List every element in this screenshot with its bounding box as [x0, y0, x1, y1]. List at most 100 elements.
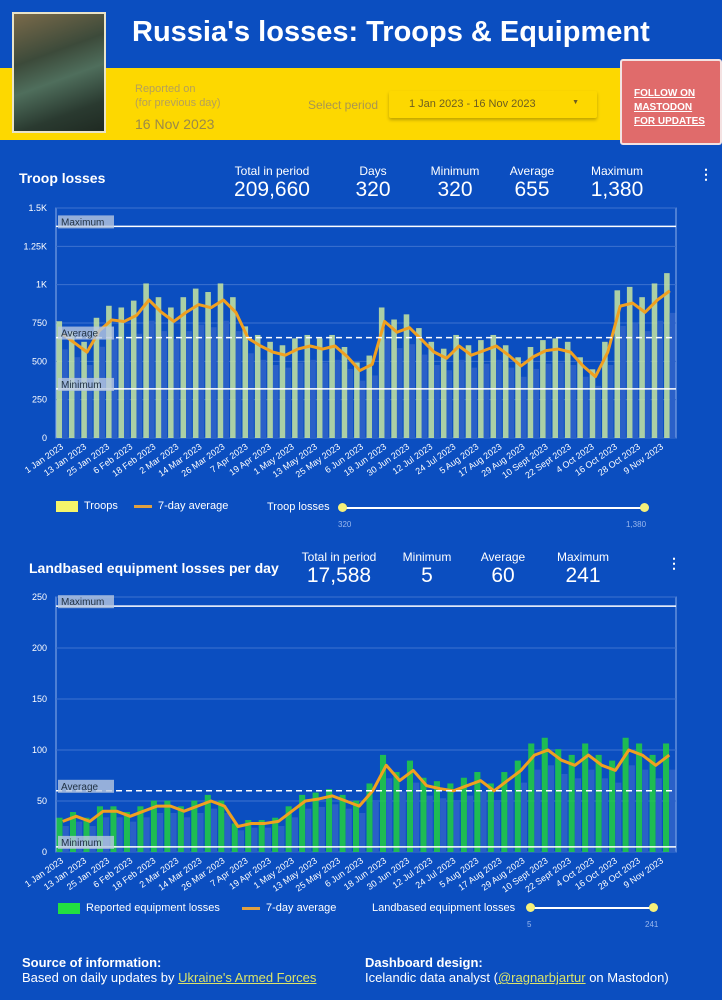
bar	[69, 812, 77, 852]
bar	[639, 297, 645, 438]
period-select[interactable]: 1 Jan 2023 - 16 Nov 2023 ▼	[389, 91, 597, 118]
bar	[577, 357, 583, 438]
bar	[460, 777, 467, 852]
armed-forces-link[interactable]: Ukraine's Armed Forces	[178, 970, 317, 985]
troop-range-slider[interactable]	[338, 503, 649, 512]
bar	[136, 333, 143, 438]
slider-min-value: 5	[527, 920, 532, 929]
bar	[237, 830, 245, 852]
bar	[583, 376, 589, 438]
seven-day-average-line	[61, 289, 671, 379]
bar	[555, 749, 562, 852]
slider-handle-min[interactable]	[526, 903, 535, 912]
legend-line-swatch	[134, 504, 152, 508]
bar	[260, 359, 267, 438]
bar	[273, 365, 279, 438]
bar	[164, 800, 171, 852]
bar	[299, 794, 306, 852]
slider-max-value: 1,380	[626, 520, 647, 529]
equipment-legend-bars: Reported equipment losses	[58, 902, 220, 914]
more-options-icon[interactable]: ⋮	[699, 166, 713, 182]
y-tick-label: 0	[42, 847, 47, 857]
bar	[669, 312, 676, 438]
bar	[310, 359, 316, 438]
troop-losses-chart: 0 250 500 750 1K 1.25K 1.5K Maximum Average Minim…	[23, 203, 677, 480]
slider-handle-min[interactable]	[338, 503, 347, 512]
bar	[116, 817, 123, 852]
follow-line: MASTODON	[634, 102, 693, 113]
bar	[318, 806, 325, 852]
bar	[447, 783, 454, 852]
bar	[155, 297, 162, 438]
design-tail: on Mastodon)	[585, 970, 669, 985]
kpi-value: 5	[421, 564, 433, 587]
bar	[123, 812, 130, 852]
reference-label-bg	[58, 595, 114, 609]
kpi-label: Minimum	[430, 164, 480, 178]
bar	[83, 817, 90, 852]
bar	[636, 743, 643, 852]
reference-label: Maximum	[61, 217, 104, 228]
y-tick-label: 100	[32, 745, 47, 755]
equipment-range-slider[interactable]	[526, 903, 658, 912]
kpi-label: Maximum	[556, 550, 609, 564]
dropdown-caret-icon: ▼	[572, 99, 579, 106]
bar	[99, 346, 105, 438]
bar	[149, 320, 155, 438]
mastodon-handle-link[interactable]: @ragnarbjartur	[497, 970, 586, 985]
bar	[595, 385, 601, 438]
kpi-value: 320	[437, 178, 473, 201]
bar	[150, 800, 157, 852]
bar	[326, 789, 333, 852]
troop-slider-label: Troop losses	[267, 501, 330, 513]
header-band	[0, 68, 722, 140]
design-block: Dashboard design: Icelandic data analyst…	[365, 955, 669, 985]
bar	[564, 341, 571, 438]
bar	[170, 812, 177, 852]
bar	[528, 743, 535, 852]
bar	[191, 800, 198, 852]
follow-mastodon-button[interactable]: FOLLOW ON MASTODON FOR UPDATES	[620, 59, 722, 145]
bar	[574, 778, 581, 852]
bar	[366, 783, 373, 852]
source-title: Source of information:	[22, 955, 162, 970]
bar	[251, 827, 258, 852]
bar	[184, 817, 191, 852]
bar	[359, 380, 366, 438]
slider-handle-max[interactable]	[640, 503, 649, 512]
reference-label-bg	[58, 326, 114, 340]
bar	[502, 345, 509, 438]
bar	[231, 823, 238, 852]
bar	[453, 799, 460, 852]
period-value: 1 Jan 2023 - 16 Nov 2023	[409, 98, 536, 110]
bar	[198, 324, 205, 438]
bar	[345, 808, 352, 852]
bar	[420, 777, 427, 852]
more-options-icon[interactable]: ⋮	[667, 555, 681, 571]
reference-label: Minimum	[61, 380, 102, 391]
bar	[397, 348, 403, 438]
bar	[446, 370, 453, 438]
bar	[595, 754, 602, 852]
bar	[642, 769, 649, 852]
follow-line: FOR UPDATES	[634, 116, 705, 127]
reference-label-bg	[58, 377, 114, 391]
bar	[235, 331, 242, 438]
kpi-value: 320	[355, 178, 391, 201]
bar	[278, 825, 285, 852]
bar	[354, 362, 360, 438]
bar	[602, 341, 608, 438]
bar	[264, 827, 271, 852]
bar	[285, 806, 292, 852]
slider-handle-max[interactable]	[649, 903, 658, 912]
bar	[366, 355, 373, 438]
bar	[416, 328, 422, 438]
bar	[622, 737, 629, 852]
bar	[106, 305, 112, 438]
bar	[521, 376, 527, 438]
y-tick-label: 1.5K	[28, 203, 47, 213]
y-tick-label: 200	[32, 643, 47, 653]
kpi-value: 17,588	[306, 564, 372, 587]
legend-swatch	[58, 902, 80, 914]
y-tick-label: 750	[32, 318, 47, 328]
